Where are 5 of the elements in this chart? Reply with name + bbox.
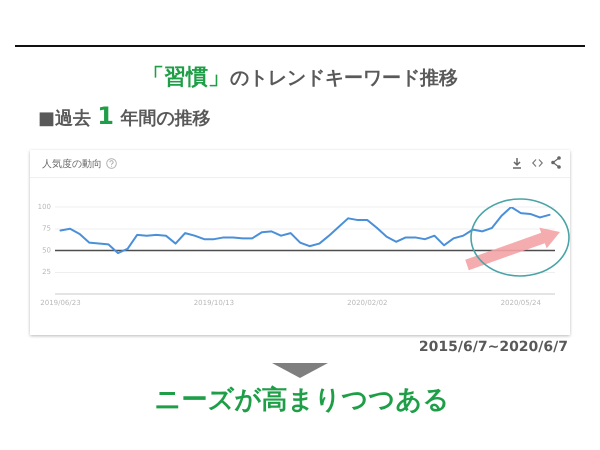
text: ニーズが高まりつつある: [154, 384, 450, 417]
chart-subtitle: ■過去 1 年間の推移: [38, 102, 210, 130]
chart-title: 「習慣」のトレンドキーワード推移: [142, 65, 458, 90]
text: 2015/6/7~2020/6/7: [418, 339, 568, 355]
text: 人気度の動向: [42, 158, 102, 171]
